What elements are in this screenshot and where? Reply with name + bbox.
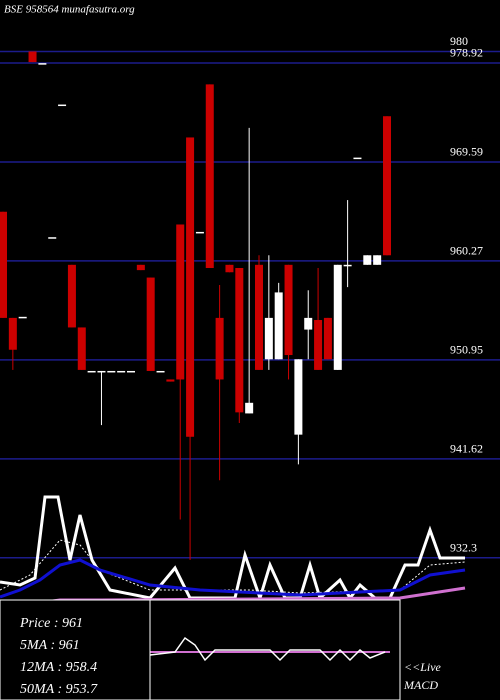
live-label: <<Live — [404, 660, 442, 674]
y-tick-label: 969.59 — [450, 145, 483, 159]
candle-body — [205, 84, 214, 269]
chart-title: BSE 958564 munafasutra.org — [4, 4, 135, 16]
candle-body — [333, 264, 342, 370]
candle-body — [48, 237, 57, 239]
candle-body — [97, 370, 106, 373]
candle-body — [323, 317, 332, 360]
candle-body — [215, 317, 224, 380]
candle-body — [294, 359, 303, 435]
candle-body — [264, 317, 273, 360]
macd-line — [149, 636, 386, 662]
candle-body — [107, 370, 116, 373]
candle-body — [77, 327, 86, 370]
macd-label: MACD — [403, 678, 438, 692]
candle-body — [0, 211, 7, 318]
info-box — [0, 599, 151, 700]
candle-body — [67, 264, 76, 328]
y-tick-label: 932.3 — [450, 541, 477, 555]
candle-body — [28, 51, 37, 63]
candle-body — [146, 277, 155, 371]
candle-body — [8, 317, 17, 350]
info-50ma: 50MA : 953.7 — [20, 682, 98, 697]
volume-line — [0, 495, 465, 603]
candle-body — [373, 255, 382, 265]
candle-body — [235, 268, 244, 413]
candle-body — [284, 264, 293, 356]
candle-body — [304, 317, 313, 330]
candle-body — [195, 231, 204, 234]
candle-body — [176, 224, 185, 380]
candle-body — [58, 104, 67, 107]
y-tick-label: 941.62 — [450, 442, 483, 456]
candle-body — [87, 370, 96, 373]
info-5ma: 5MA : 961 — [20, 638, 80, 653]
candle-body — [314, 320, 323, 370]
candle-body — [117, 370, 126, 373]
candle-body — [136, 264, 145, 271]
info-price: Price : 961 — [19, 616, 83, 631]
candle-body — [383, 116, 391, 256]
y-tick-label: 980 — [450, 34, 468, 48]
candle-body — [127, 370, 135, 373]
candle-body — [255, 264, 263, 370]
candle-body — [343, 264, 352, 267]
candle-body — [225, 264, 234, 273]
candle-body — [156, 370, 165, 373]
macd-box — [149, 599, 401, 700]
candle-body — [245, 402, 254, 414]
dotted-line — [0, 539, 466, 594]
candle-body — [38, 63, 47, 65]
candle-body — [353, 157, 362, 160]
candle-body — [186, 137, 195, 437]
ma-line — [0, 558, 466, 599]
info-12ma: 12MA : 958.4 — [20, 660, 97, 675]
y-tick-label: 950.95 — [450, 343, 483, 357]
info: Price : 961 5MA : 961 12MA : 958.4 50MA … — [19, 616, 442, 697]
price-layer — [0, 50, 500, 560]
candle-body — [363, 255, 372, 265]
candle-body — [166, 379, 175, 382]
candle-body — [18, 316, 27, 319]
y-tick-label: 978.92 — [450, 46, 483, 60]
y-tick-label: 960.27 — [450, 244, 483, 258]
candle-body — [274, 292, 283, 360]
